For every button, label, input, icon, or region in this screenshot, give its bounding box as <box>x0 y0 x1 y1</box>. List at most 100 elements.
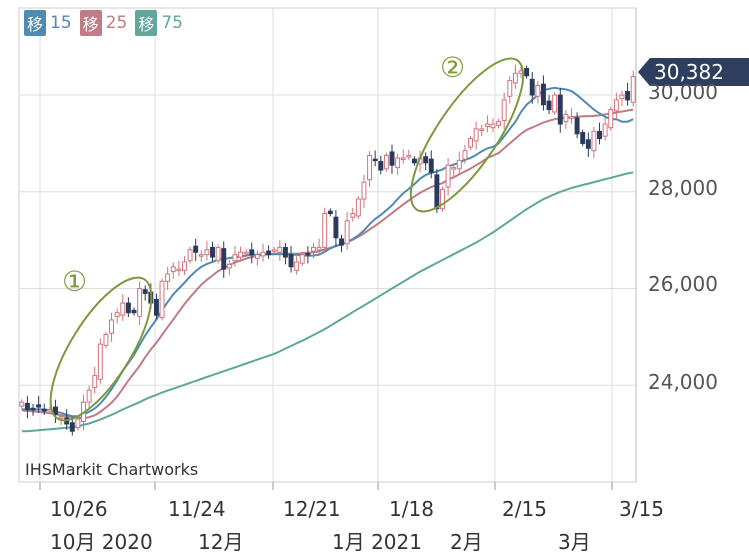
candle-down <box>153 298 159 316</box>
candle-up <box>114 312 120 317</box>
candle-up <box>238 251 244 258</box>
legend-ma25: 移 25 <box>79 10 128 36</box>
candle-up <box>451 167 457 170</box>
candle-down <box>69 422 75 432</box>
month-label: 1月 2021 <box>332 530 422 554</box>
legend-ma15: 移 15 <box>24 10 72 36</box>
candle-down <box>540 83 546 106</box>
candle-up <box>484 123 490 128</box>
ma75-line <box>21 171 634 433</box>
ma15-line <box>21 86 634 418</box>
candle-down <box>625 90 631 101</box>
candle-up <box>501 99 507 121</box>
legend-ma25-value: 25 <box>105 13 128 33</box>
candle-up <box>602 123 608 137</box>
candle-up <box>271 249 277 252</box>
candle-up <box>170 266 176 273</box>
candle-up <box>552 94 558 113</box>
candle-up <box>103 333 109 346</box>
annotation-label-2: ② <box>440 51 465 84</box>
candle-down <box>249 249 255 256</box>
candle-down <box>580 132 586 144</box>
y-tick-label: 24,000 <box>648 370 718 394</box>
candle-up <box>630 76 636 103</box>
candle-down <box>333 216 339 239</box>
candle-down <box>597 130 603 140</box>
legend-ma75: 移 75 <box>135 10 183 36</box>
candle-down <box>142 289 148 294</box>
candle-up <box>456 159 462 170</box>
candle-up <box>383 155 389 170</box>
x-tick-label: 3/15 <box>619 497 664 521</box>
candle-up <box>97 343 103 380</box>
x-tick-label: 11/24 <box>168 497 226 521</box>
candle-up <box>490 123 496 129</box>
candle-up <box>75 418 81 429</box>
candle-down <box>372 158 378 162</box>
x-tick-label: 10/26 <box>50 497 108 521</box>
candle-up <box>243 251 249 255</box>
candle-up <box>299 254 305 264</box>
candle-up <box>479 128 485 131</box>
candle-down <box>288 254 294 268</box>
candle-up <box>294 261 300 271</box>
candle-up <box>232 254 238 262</box>
candle-down <box>52 406 58 415</box>
candle-up <box>563 113 569 123</box>
legend-ma75-tag: 移 <box>135 10 158 36</box>
legend-ma15-value: 15 <box>50 13 72 33</box>
candle-up <box>165 273 171 282</box>
candle-up <box>619 94 625 100</box>
candle-up <box>507 80 513 97</box>
candle-up <box>92 375 98 389</box>
y-tick-label: 30,000 <box>648 80 718 104</box>
candle-down <box>428 158 434 173</box>
legend-ma15-tag: 移 <box>24 10 47 36</box>
candle-up <box>226 263 232 269</box>
candle-down <box>411 158 417 164</box>
month-label: 10月 2020 <box>50 530 153 554</box>
candle-up <box>109 319 115 334</box>
candle-up <box>176 268 182 272</box>
candle-down <box>305 252 311 256</box>
legend-ma25-tag: 移 <box>79 10 102 36</box>
candle-up <box>591 130 597 152</box>
y-tick-label: 28,000 <box>648 176 718 200</box>
y-tick-label: 26,000 <box>648 272 718 296</box>
candle-down <box>389 151 395 166</box>
annotation-label-1: ① <box>62 265 87 298</box>
month-label: 2月 <box>450 530 483 554</box>
candle-down <box>574 117 580 135</box>
candle-down <box>327 210 333 215</box>
candle-up <box>350 213 356 218</box>
candle-up <box>608 109 614 129</box>
candle-up <box>535 84 541 97</box>
candle-down <box>585 139 591 149</box>
candle-up <box>445 164 451 188</box>
candle-up <box>19 401 25 407</box>
candle-down <box>210 246 215 258</box>
candle-up <box>215 246 221 262</box>
candle-down <box>125 302 131 314</box>
candle-up <box>512 72 518 84</box>
candle-up <box>316 246 322 251</box>
legend-ma75-value: 75 <box>161 13 183 33</box>
candle-down <box>557 94 563 125</box>
candle-up <box>311 246 316 252</box>
candle-down <box>30 407 36 411</box>
ma25-line <box>21 108 634 420</box>
candle-up <box>187 249 193 262</box>
candle-up <box>355 198 361 217</box>
candle-up <box>440 188 445 210</box>
month-label: 12月 <box>198 530 244 554</box>
candle-down <box>529 78 535 96</box>
candle-down <box>282 246 288 258</box>
candle-up <box>400 157 406 160</box>
candle-up <box>406 155 412 158</box>
candle-up <box>344 220 350 245</box>
candle-down <box>193 245 199 253</box>
candle-down <box>41 408 47 412</box>
candle-up <box>277 246 283 253</box>
